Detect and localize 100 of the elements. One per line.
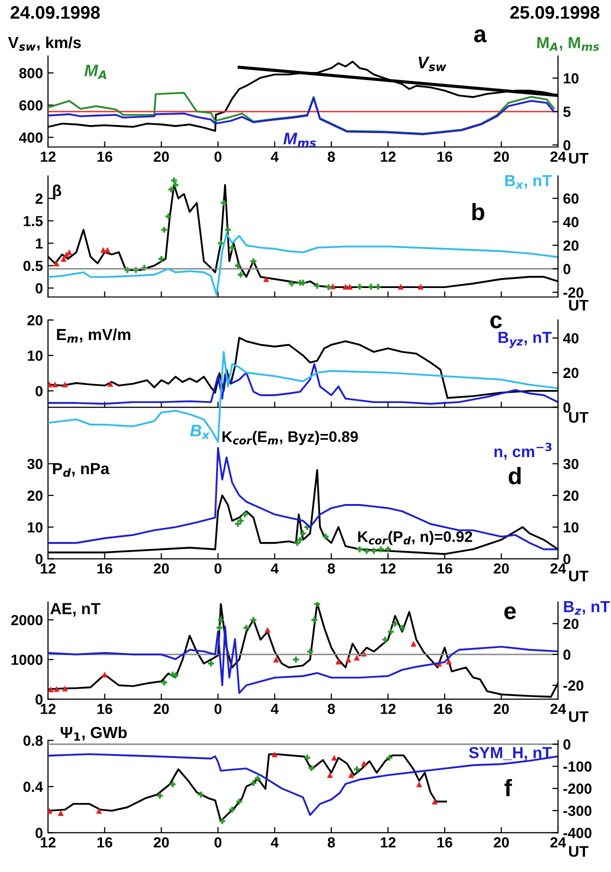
y-tick-label: 0.5 — [23, 260, 43, 272]
y-tick-label: 2000 — [11, 614, 43, 626]
annotation: e — [504, 606, 516, 620]
x-tick-label: 8 — [328, 837, 335, 848]
text: 25.09.1998 — [510, 6, 600, 19]
x-tick-label: 24 — [550, 152, 566, 162]
series-label: M$_{A}$ — [84, 64, 106, 80]
x-tick-label: 16 — [437, 152, 452, 162]
series-label: V$_{sw}$ — [418, 56, 446, 72]
y-axis-title: E$_{m}$, mV/m — [57, 328, 130, 343]
y2-tick-label: 0 — [563, 650, 570, 660]
x-tick-label: 20 — [494, 152, 509, 162]
y2-tick-label: 60 — [563, 193, 578, 204]
y2-tick-label: 20 — [563, 618, 578, 630]
y-tick-label: 10 — [28, 522, 43, 533]
annotation: K$_{cor}$(P$_{d}$, n)=0.92 — [358, 530, 472, 546]
y-tick-label: 20 — [27, 315, 43, 326]
x-axis-title: UT — [569, 153, 588, 164]
y2-tick-label: -200 — [563, 784, 592, 794]
x-tick-label: 20 — [154, 704, 169, 714]
x-tick-label: 16 — [437, 563, 452, 574]
x-tick-label: 8 — [328, 152, 335, 162]
x-tick-label: 16 — [437, 704, 452, 714]
y-tick-label: 0 — [36, 828, 43, 838]
y-tick-label: 0.8 — [23, 736, 43, 746]
x-tick-label: 24 — [550, 563, 566, 574]
y-tick-label: 1 — [36, 238, 43, 249]
y2-tick-label: -20 — [563, 680, 584, 691]
x-tick-label: 8 — [328, 563, 335, 574]
y2-axis-title: B$_{z}$, nT — [564, 601, 610, 615]
y2-tick-label: 40 — [563, 216, 578, 228]
x-tick-label: 8 — [328, 704, 335, 714]
x-tick-label: 20 — [154, 563, 169, 574]
y2-tick-label: 10 — [564, 522, 578, 533]
x-tick-label: 0 — [214, 152, 222, 162]
x-tick-label: 12 — [380, 152, 396, 162]
x-tick-label: 12 — [40, 837, 56, 848]
x-axis-title: UT — [569, 300, 588, 311]
y2-tick-label: -300 — [563, 806, 592, 816]
annotation: c — [490, 315, 502, 328]
x-tick-label: 16 — [437, 837, 452, 848]
y-axis-title: V$_{sw}$, km/s — [8, 36, 81, 51]
series-label: M$_{ms}$ — [283, 132, 316, 148]
y2-tick-label: -400 — [563, 828, 592, 838]
x-axis-title: UT — [569, 711, 588, 722]
y-tick-label: 400 — [19, 132, 43, 143]
y2-axis-title: B$_{x}$, nT — [505, 175, 552, 189]
x-tick-label: 16 — [97, 563, 112, 574]
text: 24.09.1998 — [10, 6, 100, 19]
x-tick-label: 20 — [494, 704, 509, 714]
y2-tick-label: 5 — [563, 106, 571, 117]
y2-axis-title: M$_{A}$, M$_{ms}$ — [537, 37, 600, 51]
y-tick-label: 10 — [28, 350, 43, 361]
y-tick-label: 2 — [36, 194, 43, 204]
x-tick-label: 12 — [380, 704, 396, 714]
x-axis-title: UT — [569, 412, 588, 423]
annotation: d — [508, 466, 521, 484]
x-tick-label: 0 — [214, 837, 222, 848]
y-axis-title: β — [53, 184, 62, 200]
x-tick-label: 12 — [40, 152, 56, 162]
y-tick-label: 0 — [36, 554, 43, 564]
y-axis-title: Ψ$_{1}$, GWb — [60, 726, 127, 741]
x-tick-label: 12 — [380, 563, 396, 574]
y-tick-label: 0 — [36, 386, 43, 396]
x-tick-label: 16 — [97, 704, 112, 714]
annotation: b — [472, 202, 484, 220]
y2-tick-label: 0 — [563, 264, 570, 274]
y-tick-label: 1000 — [12, 654, 43, 665]
x-tick-label: 20 — [494, 837, 509, 848]
x-tick-label: 12 — [380, 837, 396, 848]
x-tick-label: 24 — [550, 837, 566, 848]
y-tick-label: 800 — [19, 68, 43, 78]
y2-tick-label: 20 — [563, 368, 578, 378]
y2-tick-label: -100 — [563, 761, 592, 772]
x-tick-label: 20 — [154, 152, 169, 162]
x-tick-label: 4 — [270, 704, 279, 714]
y2-tick-label: 0 — [563, 554, 570, 564]
x-tick-label: 12 — [40, 704, 56, 714]
y2-tick-label: 0 — [563, 739, 570, 750]
y2-tick-label: 40 — [563, 333, 578, 344]
y2-tick-label: 30 — [563, 458, 578, 470]
x-tick-label: 20 — [494, 563, 509, 574]
y-axis-title: AE, nT — [50, 603, 100, 617]
x-tick-label: 12 — [40, 563, 56, 574]
x-tick-label: 16 — [97, 152, 112, 162]
x-tick-label: 4 — [270, 837, 279, 848]
y-tick-label: 0.4 — [23, 782, 44, 792]
y2-tick-label: 10 — [564, 73, 578, 84]
y2-axis-title: n, cm$^{−3}$ — [494, 442, 552, 460]
y2-tick-label: 20 — [563, 490, 578, 501]
series-label: B$_{x}$ — [190, 424, 210, 440]
y-tick-label: 30 — [27, 458, 43, 470]
x-tick-label: 0 — [214, 563, 222, 574]
x-axis-title: UT — [569, 846, 588, 857]
y2-tick-label: -20 — [563, 287, 584, 298]
y-tick-label: 0 — [36, 694, 43, 705]
y2-axis-title: SYM_H, nT — [469, 746, 552, 761]
y-tick-label: 600 — [19, 100, 43, 111]
annotation: f — [504, 778, 512, 796]
y2-tick-label: 0 — [563, 402, 570, 413]
